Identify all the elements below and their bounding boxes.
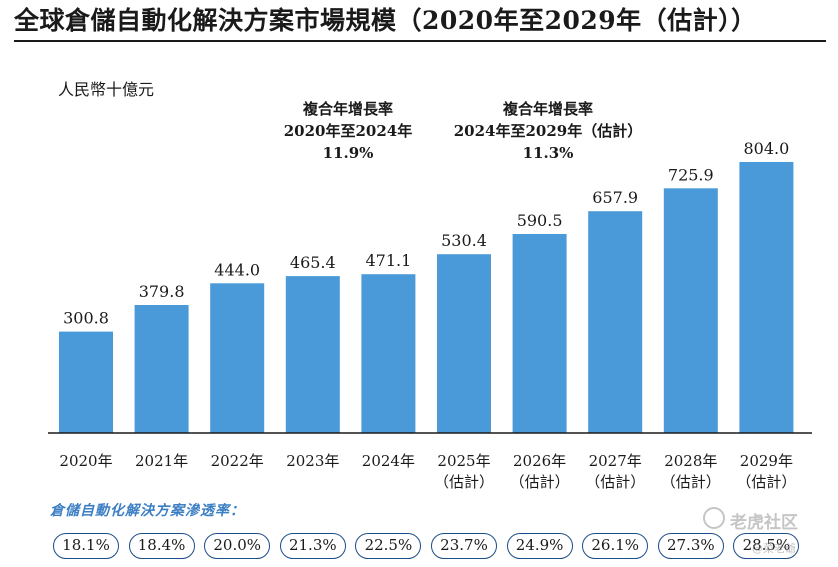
- bar-value-label-8: 725.9: [668, 165, 714, 184]
- bar-7: [588, 211, 643, 433]
- bar-2: [210, 283, 265, 433]
- category-label-7: 2027年: [589, 452, 642, 470]
- penetration-pill-6: 24.9%: [506, 533, 573, 559]
- category-label-8-sub: （估計）: [661, 473, 721, 491]
- bar-3: [285, 276, 340, 433]
- penetration-pill-7: 26.1%: [582, 533, 649, 559]
- penetration-pill-8: 27.3%: [657, 533, 724, 559]
- bar-value-label-6: 590.5: [517, 211, 563, 230]
- category-label-1: 2021年: [135, 452, 188, 470]
- bar-value-label-9: 804.0: [743, 139, 789, 158]
- cagr-2-period: 2024年至2029年（估計）: [453, 122, 643, 140]
- cagr-1-value: 11.9%: [322, 144, 374, 162]
- penetration-pill-2: 20.0%: [204, 533, 271, 559]
- unit-label: 人民幣十億元: [58, 80, 155, 99]
- category-label-4: 2024年: [362, 452, 415, 470]
- bar-value-label-7: 657.9: [592, 188, 638, 207]
- bar-6: [512, 234, 567, 433]
- penetration-pill-3: 21.3%: [279, 533, 346, 559]
- category-label-0: 2020年: [59, 452, 112, 470]
- cagr-annotation-1: 複合年增長率 2020年至2024年 11.9%: [268, 98, 428, 164]
- penetration-pill-0: 18.1%: [53, 533, 119, 559]
- bar-8: [663, 188, 718, 433]
- cagr-1-period: 2020年至2024年: [283, 122, 413, 140]
- bar-value-label-3: 465.4: [290, 253, 336, 272]
- bar-value-label-2: 444.0: [214, 260, 260, 279]
- category-label-7-sub: （估計）: [585, 473, 645, 491]
- category-label-6-sub: （估計）: [510, 473, 570, 491]
- cagr-2-label: 複合年增長率: [502, 100, 593, 118]
- bar-value-label-0: 300.8: [63, 309, 109, 328]
- title-underline: [14, 40, 826, 42]
- bar-4: [361, 274, 416, 433]
- bar-5: [437, 254, 491, 433]
- page-title: 全球倉儲自動化解決方案市場規模（2020年至2029年（估計））: [14, 6, 757, 35]
- watermark-handle: @菜老爺: [752, 542, 796, 555]
- cagr-1-label: 複合年增長率: [302, 100, 393, 118]
- bar-chart: 300.8 2020年 379.8 2021年 444.0 2022年 465.4 2023年…: [48, 139, 812, 491]
- category-label-5-sub: （估計）: [434, 473, 494, 491]
- bar-0: [59, 331, 113, 433]
- category-label-5: 2025年: [437, 452, 490, 470]
- penetration-title: 倉儲自動化解決方案滲透率：: [50, 503, 245, 519]
- category-label-8: 2028年: [664, 452, 717, 470]
- category-label-9-sub: （估計）: [736, 473, 796, 491]
- penetration-row: 18.1% 18.4% 20.0% 21.3% 22.5% 23.7% 24.9% 26.1%…: [0, 533, 838, 563]
- cagr-2-value: 11.3%: [522, 144, 574, 162]
- bar-9: [739, 162, 794, 433]
- category-label-2: 2022年: [211, 452, 264, 470]
- category-label-9: 2029年: [740, 452, 793, 470]
- bar-value-label-5: 530.4: [441, 231, 487, 250]
- penetration-pill-9: 28.5%: [733, 533, 800, 559]
- category-label-3: 2023年: [286, 452, 339, 470]
- cagr-annotation-2: 複合年增長率 2024年至2029年（估計） 11.3%: [438, 98, 658, 164]
- bar-value-label-4: 471.1: [365, 251, 411, 270]
- penetration-pill-1: 18.4%: [128, 533, 195, 559]
- category-label-6: 2026年: [513, 452, 566, 470]
- penetration-pill-5: 23.7%: [431, 533, 497, 559]
- watermark-brand: 老虎社区: [730, 513, 798, 533]
- bar-1: [134, 305, 189, 433]
- penetration-pill-4: 22.5%: [355, 533, 422, 559]
- watermark-logo-icon: [703, 507, 725, 529]
- bar-value-label-1: 379.8: [139, 282, 185, 301]
